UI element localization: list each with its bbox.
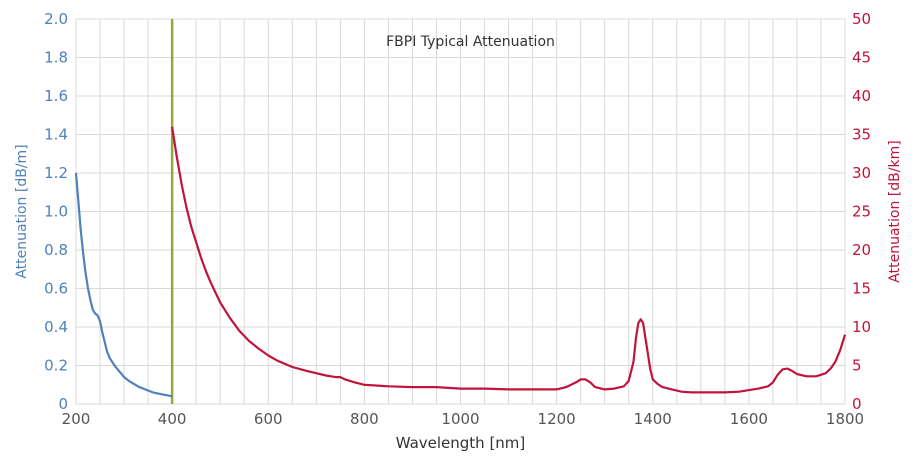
- right-tick-label: 25: [852, 203, 871, 221]
- right-tick-label: 10: [852, 318, 871, 336]
- right-tick-label: 5: [852, 357, 862, 375]
- x-tick-label: 1200: [538, 410, 576, 428]
- left-tick-label: 0.8: [44, 241, 68, 259]
- x-tick-label: 1400: [634, 410, 672, 428]
- left-tick-label: 1.8: [44, 49, 68, 67]
- x-axis-tick-labels: 200 400 600 800 1000 1200 1400 1600 1800: [62, 410, 864, 428]
- x-tick-label: 600: [254, 410, 283, 428]
- right-tick-label: 45: [852, 49, 871, 67]
- left-tick-label: 0.2: [44, 357, 68, 375]
- right-tick-label: 15: [852, 280, 871, 298]
- x-tick-label: 1600: [730, 410, 768, 428]
- right-axis-tick-labels: 0 5 10 15 20 25 30 35 40 45 50: [852, 10, 871, 413]
- left-tick-label: 1.4: [44, 126, 68, 144]
- series-line-dbkm: [171, 126, 847, 394]
- left-tick-label: 2.0: [44, 10, 68, 28]
- left-tick-label: 1.2: [44, 164, 68, 182]
- x-tick-label: 1000: [441, 410, 479, 428]
- left-tick-label: 1.0: [44, 203, 68, 221]
- right-tick-label: 0: [852, 395, 862, 413]
- x-axis-label: Wavelength [nm]: [396, 434, 526, 452]
- left-axis-tick-labels: 0 0.2 0.4 0.6 0.8 1.0 1.2 1.4 1.6 1.8 2.0: [44, 10, 68, 413]
- x-tick-label: 800: [350, 410, 379, 428]
- left-tick-label: 0: [58, 395, 68, 413]
- right-tick-label: 20: [852, 241, 871, 259]
- x-tick-label: 1800: [826, 410, 864, 428]
- right-tick-label: 40: [852, 87, 871, 105]
- right-tick-label: 50: [852, 10, 871, 28]
- chart-title: FBPI Typical Attenuation: [386, 34, 555, 50]
- right-axis-label: Attenuation [dB/km]: [887, 140, 903, 282]
- series-line-dbm: [74, 172, 173, 398]
- left-tick-label: 0.4: [44, 318, 68, 336]
- left-axis-label: Attenuation [dB/m]: [14, 144, 30, 278]
- left-tick-label: 1.6: [44, 87, 68, 105]
- right-tick-label: 35: [852, 126, 871, 144]
- left-tick-label: 0.6: [44, 280, 68, 298]
- x-tick-label: 400: [158, 410, 187, 428]
- horizontal-gridlines: [76, 18, 845, 405]
- x-tick-label: 200: [62, 410, 91, 428]
- right-tick-label: 30: [852, 164, 871, 182]
